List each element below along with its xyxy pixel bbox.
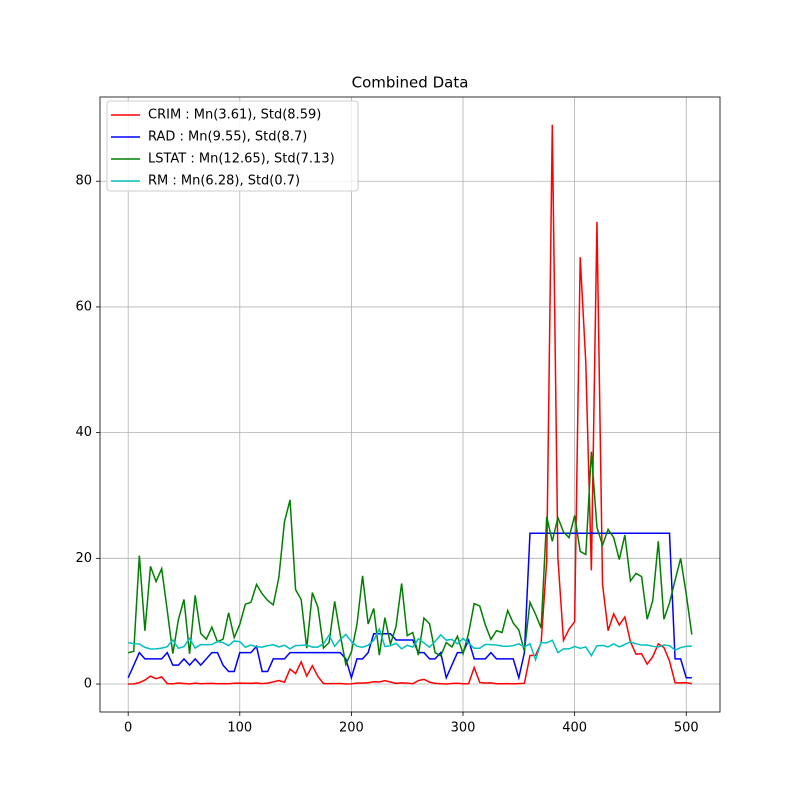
x-tick-label: 400 [562,721,587,736]
legend-box [106,100,359,192]
lines [127,124,693,685]
plot-frame [99,96,721,713]
legend-label: RAD : Mn(9.55), Std(8.7) [148,130,307,145]
chart-title: Combined Data [352,74,469,92]
legend-label: RM : Mn(6.28), Std(0.7) [148,174,300,189]
x-tick-label: 300 [451,721,476,736]
series-line [127,451,693,668]
y-tick-label: 80 [75,174,92,189]
y-tick-label: 60 [75,299,92,314]
legend-label: LSTAT : Mn(12.65), Std(7.13) [148,152,335,167]
x-tick-label: 0 [124,721,132,736]
x-tick-label: 200 [339,721,364,736]
series-line [128,124,692,685]
x-tick-label: 100 [227,721,252,736]
legend-label: CRIM : Mn(3.61), Std(8.59) [148,108,321,123]
y-tick-label: 40 [75,425,92,440]
series-line [127,532,692,681]
y-tick-label: 0 [84,677,92,692]
series-line [128,627,692,663]
legend: CRIM : Mn(3.61), Std(8.59) RAD : Mn(9.55)… [106,100,359,192]
y-tick-label: 20 [75,551,92,566]
grid: 0 100 200 300 400 500 0 20 40 60 80 [75,97,720,736]
x-tick-label: 500 [674,721,699,736]
